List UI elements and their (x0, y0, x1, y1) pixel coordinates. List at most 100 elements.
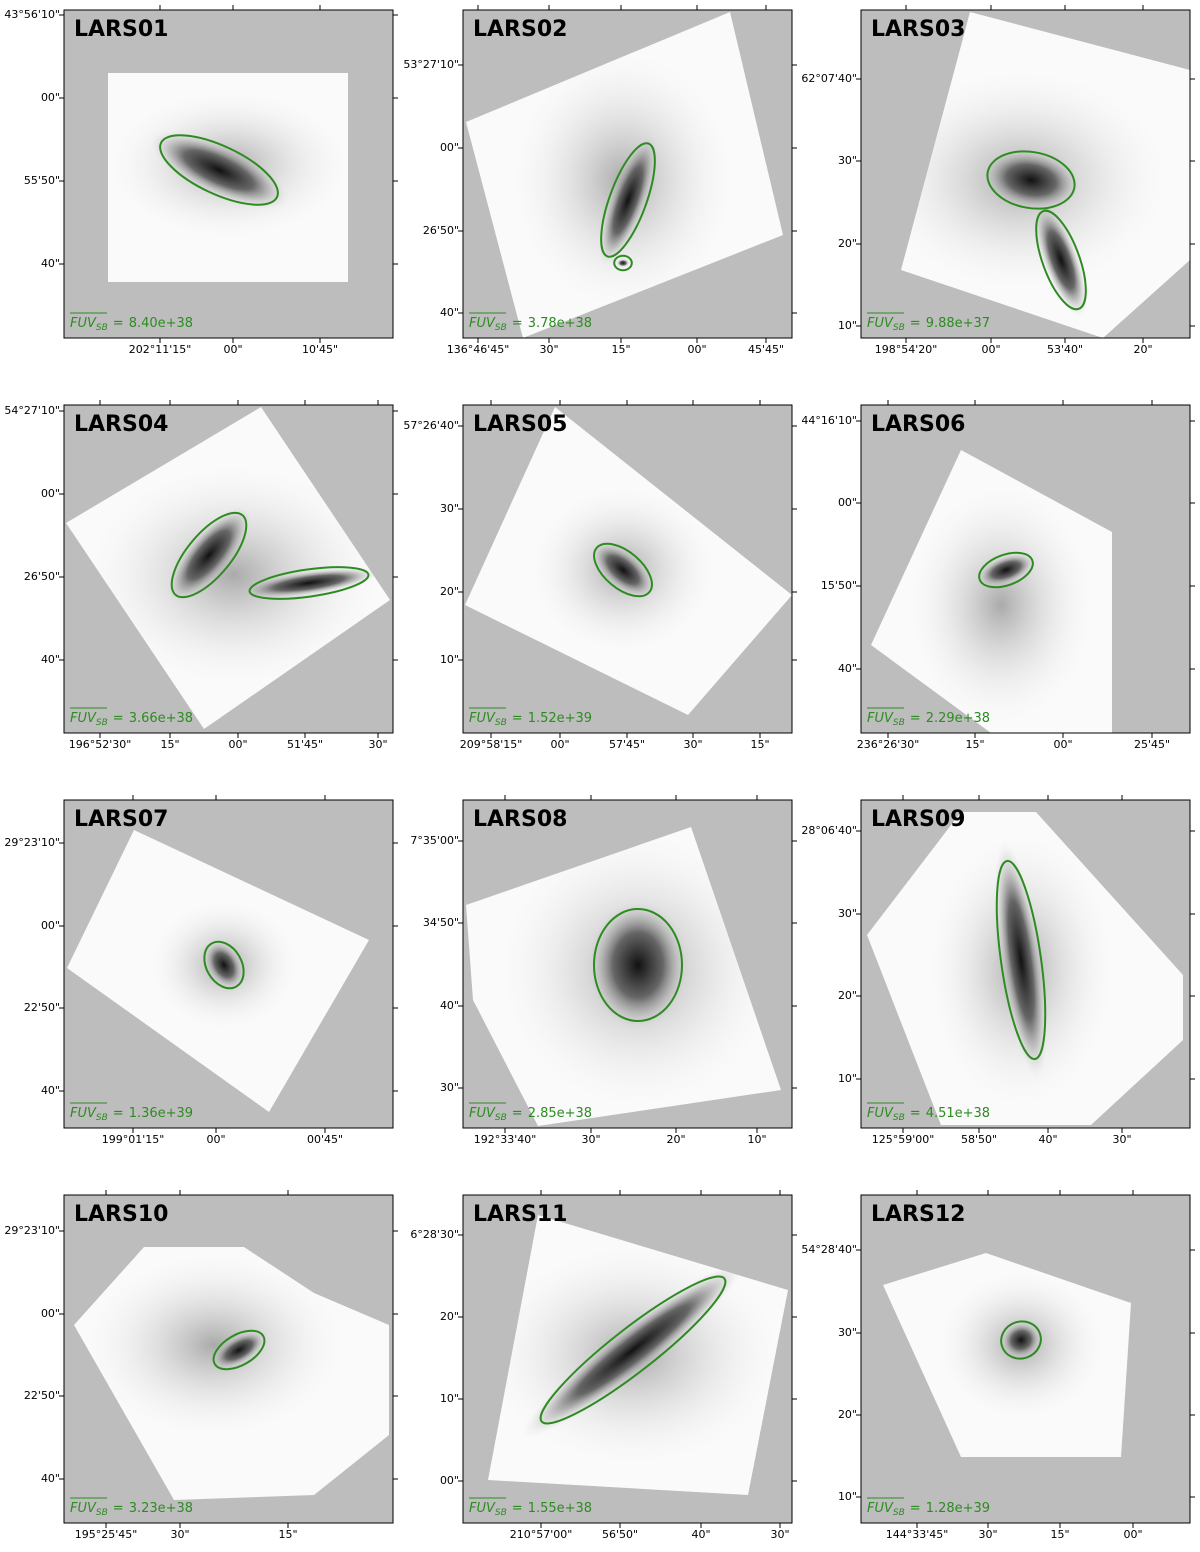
panel-frame (860, 1194, 1191, 1524)
fuv-label: FUV (867, 711, 894, 726)
contour (539, 1275, 727, 1425)
galaxy-core (204, 940, 244, 990)
panel-title: LARS01 (74, 17, 168, 42)
fuv-annotation: FUVSB = 1.28e+39 (867, 1501, 990, 1518)
x-tick-label: 30" (368, 738, 387, 751)
galaxy-core (981, 149, 1081, 211)
x-tick-label: 15" (611, 343, 630, 356)
galaxy-core (521, 1262, 745, 1438)
x-tick-label: 00" (1053, 738, 1072, 751)
fuv-subscript: SB (96, 1113, 108, 1123)
galaxy-halo (74, 1247, 354, 1445)
x-tick-label: 202°11'15" (129, 343, 192, 356)
fuv-annotation: FUVSB = 2.85e+38 (469, 1106, 592, 1123)
fuv-annotation: FUVSB = 3.78e+38 (469, 316, 592, 333)
fuv-subscript: SB (893, 1508, 905, 1518)
x-tick-label: 30" (539, 343, 558, 356)
fuv-value: 1.28e+39 (926, 1501, 990, 1516)
galaxy-image (488, 1235, 788, 1475)
contour (613, 254, 633, 272)
x-tick-label: 25'45" (1134, 738, 1170, 751)
equals-sign: = (113, 1106, 124, 1121)
x-tick-label: 199°01'15" (102, 1133, 165, 1146)
y-tick-label: 34'50" (423, 916, 459, 929)
x-tick-label: 00" (228, 738, 247, 751)
y-tick-label: 43°56'10" (4, 8, 60, 21)
y-tick-label: 00" (41, 91, 60, 104)
x-tick-label: 00" (981, 343, 1000, 356)
galaxy-halo (901, 475, 1101, 733)
galaxy-core (150, 131, 288, 209)
y-tick-label: 30" (838, 154, 857, 167)
galaxy-image (921, 820, 1121, 1120)
x-tick-label: 20" (666, 1133, 685, 1146)
contour (170, 511, 248, 599)
panel-frame (63, 404, 394, 734)
y-tick-label: 20" (440, 585, 459, 598)
x-tick-label: 136°46'45" (447, 343, 510, 356)
x-tick-label: 196°52'30" (69, 738, 132, 751)
y-tick-label: 20" (440, 1310, 459, 1323)
x-tick-label: 30" (770, 1528, 789, 1541)
fuv-value: 4.51e+38 (926, 1106, 990, 1121)
y-tick-label: 20" (838, 989, 857, 1002)
panel-frame (63, 1194, 394, 1524)
x-tick-label: 00" (206, 1133, 225, 1146)
y-tick-label: 10" (838, 1490, 857, 1503)
fuv-subscript: SB (495, 1508, 507, 1518)
panel-frame (860, 404, 1191, 734)
x-tick-label: 15" (750, 738, 769, 751)
contour (212, 1329, 266, 1371)
fuv-label: FUV (867, 316, 894, 331)
x-tick-label: 209°58'15" (460, 738, 523, 751)
y-tick-label: 26'50" (24, 570, 60, 583)
y-tick-label: 00" (41, 487, 60, 500)
contour (995, 859, 1047, 1061)
panel: LARS01 FUVSB = 8.40e+38 43°56'10" 00" 55'50" 40… (4, 5, 398, 356)
x-tick-label: 00" (687, 343, 706, 356)
y-tick-label: 7°35'00" (410, 834, 459, 847)
panel: LARS02 FUVSB = 3.78e+38 53°27'10" 00" 26'50" 40… (403, 5, 797, 356)
y-tick-label: 22'50" (24, 1389, 60, 1402)
y-tick-label: 20" (838, 1408, 857, 1421)
fuv-subscript: SB (893, 1113, 905, 1123)
equals-sign: = (512, 711, 523, 726)
x-tick-label: 198°54'20" (875, 343, 938, 356)
fuv-annotation: FUVSB = 9.88e+37 (867, 316, 990, 333)
galaxy-image (74, 1247, 354, 1445)
fuv-label: FUV (70, 1501, 97, 1516)
fuv-annotation: FUVSB = 1.36e+39 (70, 1106, 193, 1123)
fuv-annotation: FUVSB = 2.29e+38 (867, 711, 990, 728)
x-tick-label: 30" (683, 738, 702, 751)
y-tick-label: 10" (838, 1072, 857, 1085)
x-tick-label: 236°26'30" (857, 738, 920, 751)
y-tick-label: 00" (440, 1474, 459, 1487)
y-tick-label: 00" (41, 919, 60, 932)
equals-sign: = (910, 1501, 921, 1516)
panel: LARS07 FUVSB = 1.36e+39 29°23'10" 00" 22'50" 40… (4, 795, 398, 1146)
x-tick-label: 51'45" (287, 738, 323, 751)
panel-title: LARS07 (74, 807, 168, 832)
panel: LARS06 FUVSB = 2.29e+38 44°16'10" 00" 15'50" 40… (801, 400, 1195, 751)
x-tick-label: 192°33'40" (474, 1133, 537, 1146)
x-tick-label: 40" (691, 1528, 710, 1541)
x-tick-label: 15" (160, 738, 179, 751)
equals-sign: = (113, 316, 124, 331)
panel-title: LARS03 (871, 17, 965, 42)
equals-sign: = (512, 1501, 523, 1516)
x-tick-label: 30" (978, 1528, 997, 1541)
x-tick-label: 20" (1133, 343, 1152, 356)
panel-frame (462, 9, 793, 339)
fuv-label: FUV (469, 316, 496, 331)
fuv-annotation: FUVSB = 8.40e+38 (70, 316, 193, 333)
fuv-value: 3.66e+38 (129, 711, 193, 726)
fuv-label: FUV (70, 711, 97, 726)
panel: LARS10 FUVSB = 3.23e+38 29°23'10" 00" 22'50" 40… (4, 1190, 398, 1541)
x-tick-label: 00" (550, 738, 569, 751)
panel-title: LARS10 (74, 1202, 168, 1227)
fuv-label: FUV (867, 1106, 894, 1121)
y-tick-label: 10" (838, 319, 857, 332)
x-tick-label: 30" (170, 1528, 189, 1541)
y-tick-label: 40" (41, 1084, 60, 1097)
